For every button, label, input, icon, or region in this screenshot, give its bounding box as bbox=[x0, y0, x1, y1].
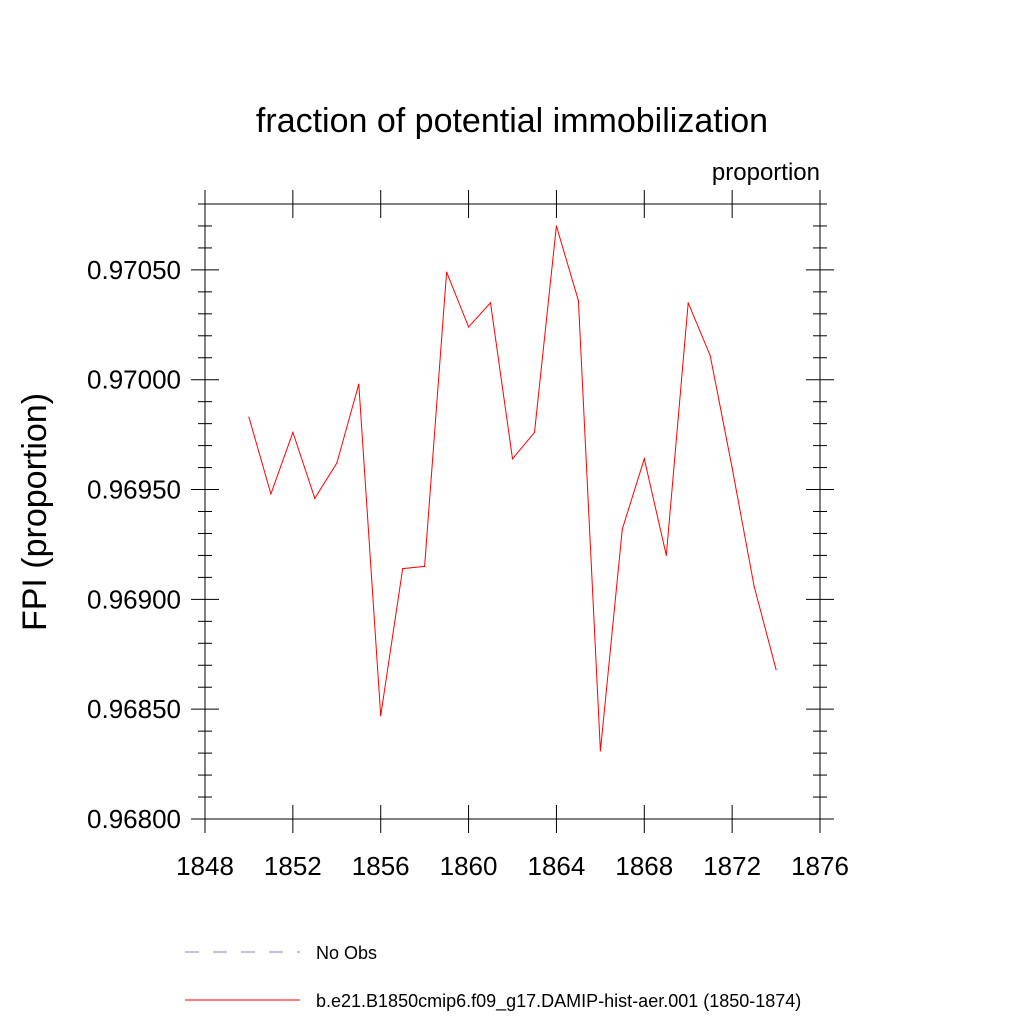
x-tick-label: 1876 bbox=[791, 851, 849, 881]
plot-frame bbox=[204, 203, 821, 820]
x-tick-label: 1852 bbox=[264, 851, 322, 881]
data-point bbox=[270, 493, 272, 495]
data-point bbox=[687, 302, 689, 304]
units-label: proportion bbox=[712, 159, 820, 186]
data-point bbox=[555, 225, 558, 227]
x-tick-label: 1864 bbox=[528, 851, 586, 881]
y-tick-label: 0.96850 bbox=[87, 694, 181, 724]
data-point bbox=[489, 302, 492, 304]
data-point bbox=[709, 354, 711, 357]
data-point bbox=[577, 300, 579, 302]
series-group bbox=[248, 225, 777, 752]
y-tick-label: 0.96900 bbox=[87, 584, 181, 614]
data-point bbox=[358, 383, 360, 385]
x-tick-label: 1856 bbox=[352, 851, 410, 881]
chart-title: fraction of potential immobilization bbox=[256, 102, 768, 140]
legend-label: b.e21.B1850cmip6.f09_g17.DAMIP-hist-aer.… bbox=[316, 991, 801, 1012]
x-tick-label: 1848 bbox=[176, 851, 234, 881]
data-point bbox=[336, 462, 338, 464]
data-point bbox=[402, 568, 404, 570]
series-line bbox=[248, 225, 777, 751]
data-point bbox=[467, 326, 470, 328]
y-tick-label: 0.96800 bbox=[87, 804, 181, 834]
data-point bbox=[314, 497, 316, 499]
data-point bbox=[511, 458, 514, 460]
data-point bbox=[753, 585, 755, 587]
data-point bbox=[424, 565, 426, 568]
data-point bbox=[665, 554, 667, 557]
x-tick-label: 1860 bbox=[440, 851, 498, 881]
y-axis-label: FPI (proportion) bbox=[16, 393, 54, 631]
y-tick-label: 0.96950 bbox=[87, 475, 181, 505]
y-tick-label: 0.97000 bbox=[87, 365, 181, 395]
tick-labels: 1848 1852 1856 1860 1864 1868 1872 1876 0.96800 0… bbox=[87, 255, 849, 881]
y-tick-label: 0.97050 bbox=[87, 255, 181, 285]
data-point bbox=[248, 416, 250, 418]
data-point bbox=[292, 431, 294, 434]
data-point bbox=[731, 466, 733, 469]
data-point bbox=[446, 271, 448, 273]
x-tick-label: 1872 bbox=[703, 851, 761, 881]
legend: No Obs b.e21.B1850cmip6.f09_g17.DAMIP-his… bbox=[185, 943, 801, 1012]
axis-ticks bbox=[191, 190, 834, 833]
data-point bbox=[380, 715, 382, 717]
x-tick-label: 1868 bbox=[615, 851, 673, 881]
data-point bbox=[621, 528, 623, 530]
legend-label: No Obs bbox=[316, 943, 377, 963]
data-point bbox=[643, 458, 645, 460]
data-point bbox=[533, 431, 536, 434]
data-point bbox=[775, 669, 777, 671]
data-point bbox=[599, 750, 601, 752]
